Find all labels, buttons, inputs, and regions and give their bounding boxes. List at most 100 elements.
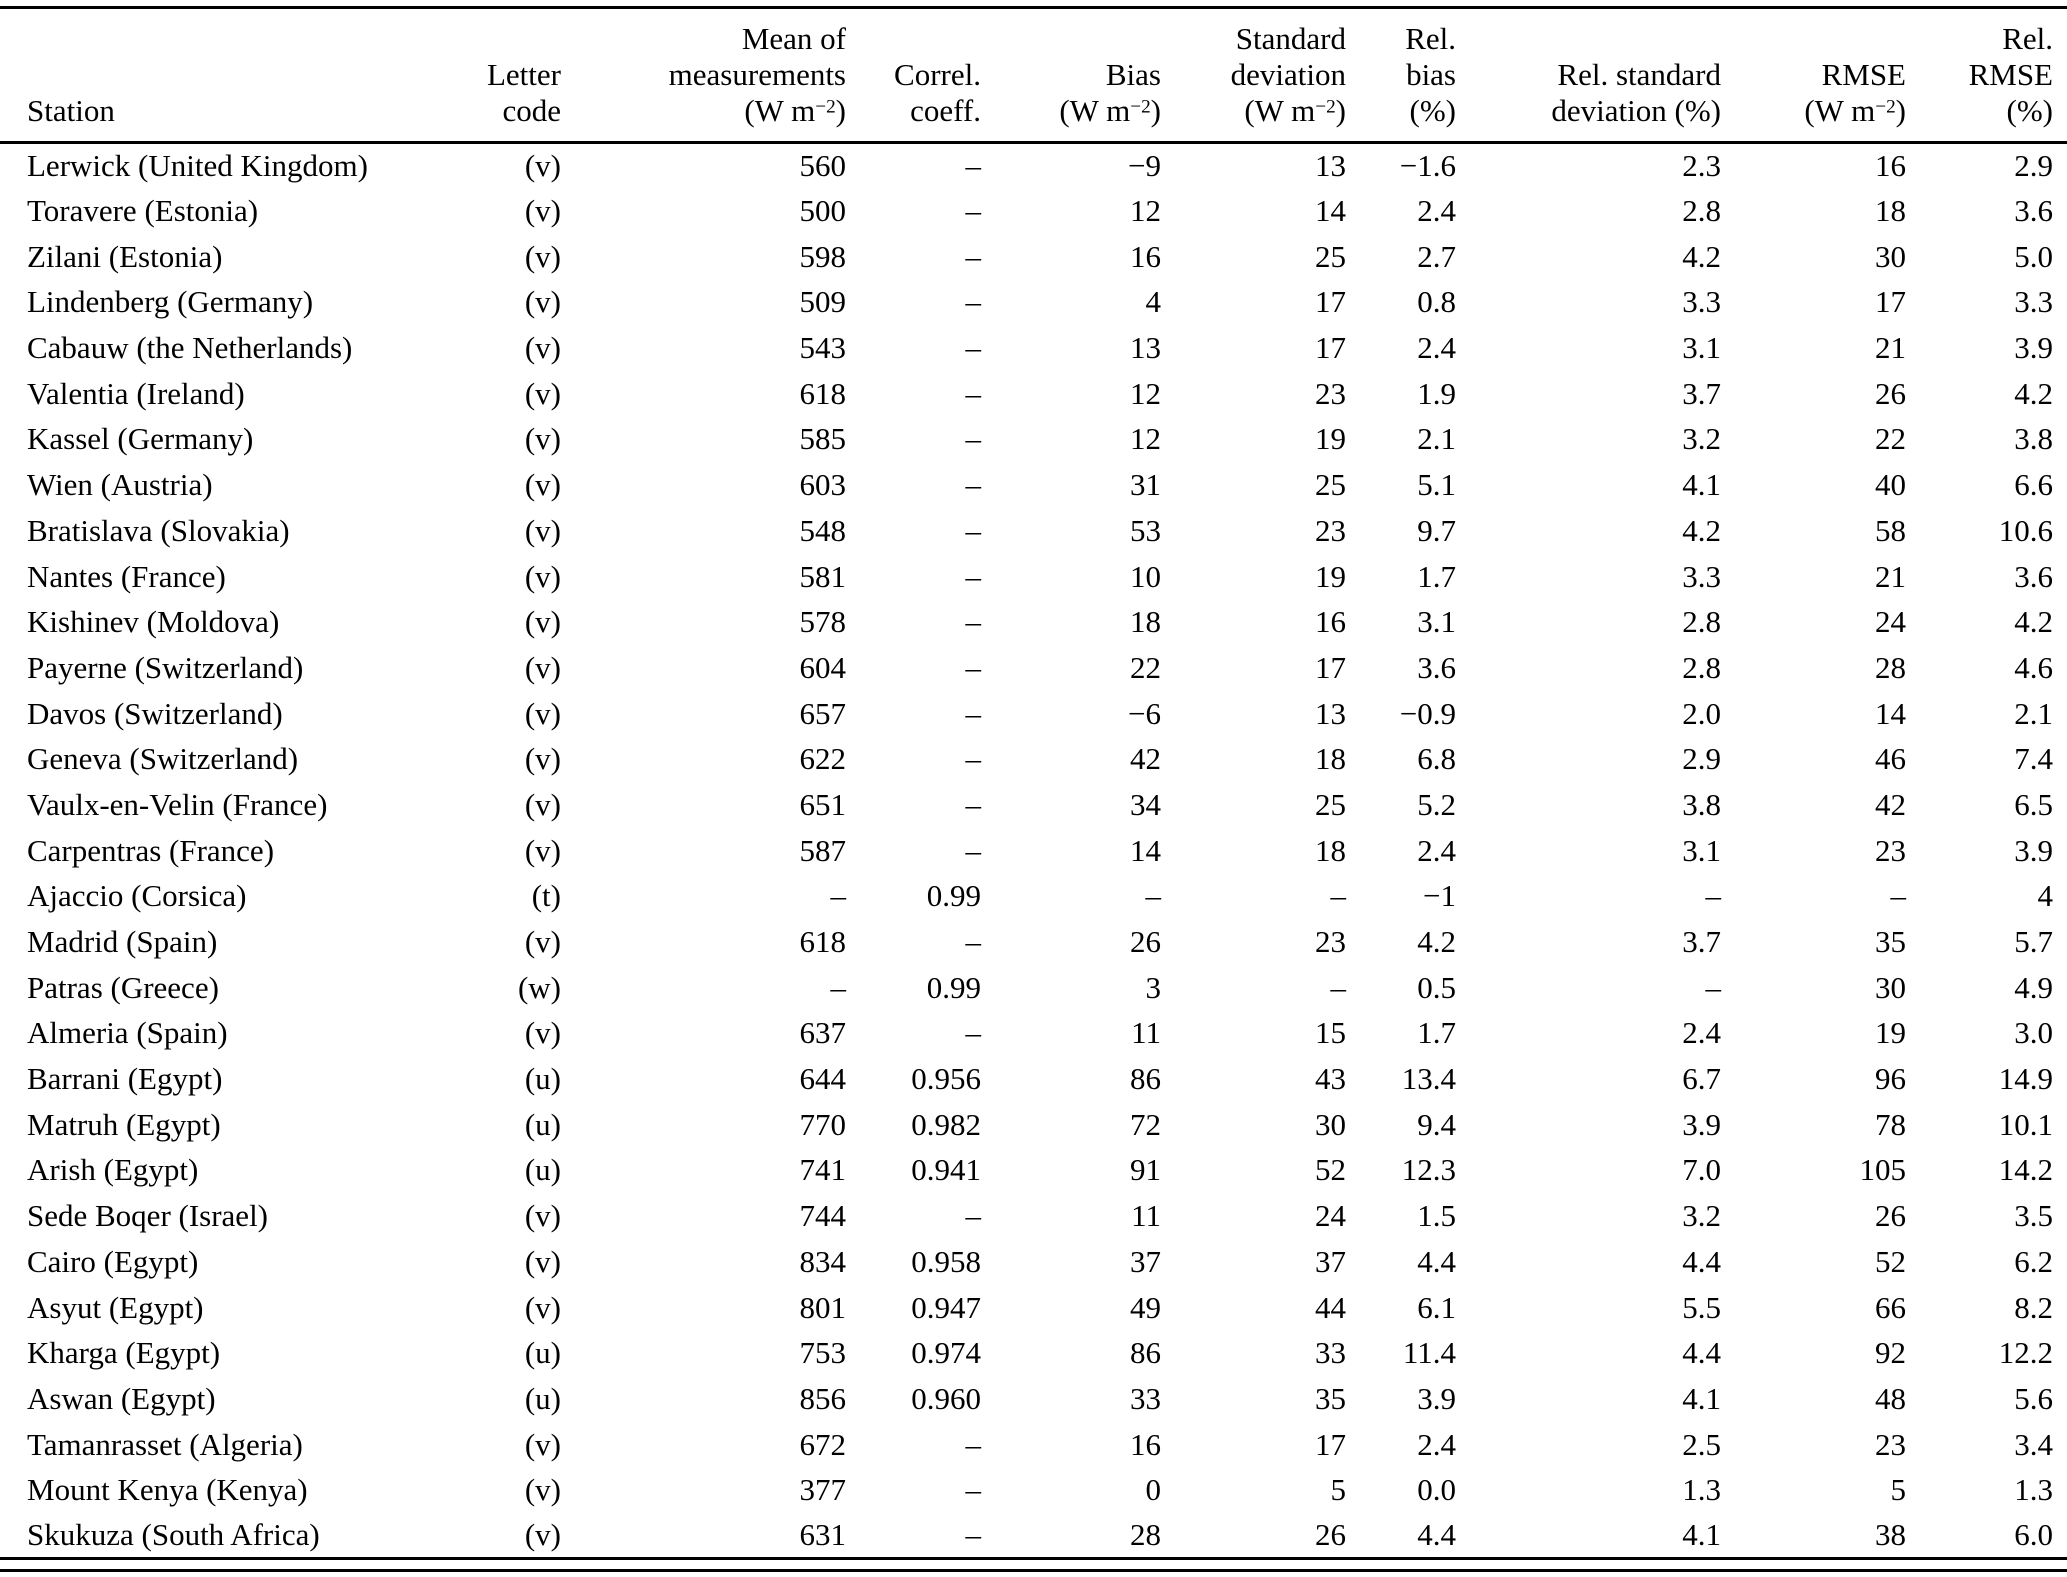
cell-rel-standard-deviation: 4.2 bbox=[1682, 512, 1721, 548]
cell-letter-code: (u) bbox=[524, 1061, 561, 1097]
column-header-bias: Bias (W m−2) bbox=[995, 7, 1175, 144]
cell-bias: 26 bbox=[1130, 924, 1161, 960]
cell-mean-of-measurements: 622 bbox=[799, 741, 847, 777]
cell-rel-standard-deviation: 3.1 bbox=[1682, 832, 1721, 868]
column-header-line: (W m−2) bbox=[1059, 93, 1161, 128]
cell-letter-code: (v) bbox=[524, 695, 561, 731]
cell-rmse: 46 bbox=[1875, 741, 1906, 777]
cell-rel-bias: 2.4 bbox=[1417, 330, 1456, 366]
cell-bias: 14 bbox=[1130, 832, 1161, 868]
cell-rel-bias: 1.9 bbox=[1417, 375, 1456, 411]
cell-rel-standard-deviation: 6.7 bbox=[1682, 1061, 1721, 1097]
cell-letter-code: (v) bbox=[524, 1426, 561, 1462]
column-header-line: code bbox=[502, 93, 561, 128]
cell-station: Ajaccio (Corsica) bbox=[27, 878, 247, 914]
cell-rmse: 17 bbox=[1875, 284, 1906, 320]
column-header-line: deviation bbox=[1230, 57, 1346, 92]
cell-standard-deviation: – bbox=[1330, 878, 1347, 914]
cell-station: Kassel (Germany) bbox=[27, 421, 254, 457]
cell-standard-deviation: 35 bbox=[1315, 1380, 1346, 1416]
column-header-line: bias bbox=[1406, 57, 1456, 92]
cell-station: Vaulx-en-Velin (France) bbox=[27, 786, 328, 822]
cell-correl-coeff: – bbox=[965, 1198, 982, 1234]
cell-correl-coeff: 0.960 bbox=[911, 1380, 981, 1416]
cell-bias: 42 bbox=[1130, 741, 1161, 777]
cell-rel-standard-deviation: 3.9 bbox=[1682, 1106, 1721, 1142]
cell-rmse: 24 bbox=[1875, 604, 1906, 640]
cell-rel-bias: 13.4 bbox=[1401, 1061, 1456, 1097]
cell-rel-rmse: 5.0 bbox=[2014, 238, 2053, 274]
cell-mean-of-measurements: 631 bbox=[799, 1517, 847, 1553]
cell-mean-of-measurements: 744 bbox=[799, 1198, 847, 1234]
cell-correl-coeff: – bbox=[965, 604, 982, 640]
cell-rmse: 18 bbox=[1875, 193, 1906, 229]
cell-rel-bias: 5.1 bbox=[1417, 467, 1456, 503]
table-row: Bratislava (Slovakia) (v) 548 – 53 23 9.7 4.2 58… bbox=[0, 508, 2067, 554]
cell-standard-deviation: 23 bbox=[1315, 375, 1346, 411]
cell-rel-bias: 2.1 bbox=[1417, 421, 1456, 457]
cell-bias: 13 bbox=[1130, 330, 1161, 366]
cell-rel-standard-deviation: 2.0 bbox=[1682, 695, 1721, 731]
cell-standard-deviation: 5 bbox=[1330, 1472, 1347, 1508]
column-header-rmse: RMSE (W m−2) bbox=[1735, 7, 1920, 144]
cell-rmse: 21 bbox=[1875, 558, 1906, 594]
cell-standard-deviation: 17 bbox=[1315, 284, 1346, 320]
cell-rel-standard-deviation: 3.3 bbox=[1682, 284, 1721, 320]
cell-rel-bias: −1 bbox=[1423, 878, 1456, 914]
cell-letter-code: (v) bbox=[524, 924, 561, 960]
cell-station: Arish (Egypt) bbox=[27, 1152, 199, 1188]
cell-standard-deviation: 26 bbox=[1315, 1517, 1346, 1553]
cell-bias: 12 bbox=[1130, 375, 1161, 411]
table-row: Geneva (Switzerland) (v) 622 – 42 18 6.8 2.9 46 7… bbox=[0, 736, 2067, 782]
cell-rel-standard-deviation: – bbox=[1705, 878, 1722, 914]
table-row: Ajaccio (Corsica) (t) – 0.99 – – −1 – – 4 bbox=[0, 874, 2067, 920]
cell-rmse: 5 bbox=[1890, 1472, 1907, 1508]
cell-standard-deviation: 19 bbox=[1315, 558, 1346, 594]
cell-rel-rmse: 3.4 bbox=[2014, 1426, 2053, 1462]
cell-station: Mount Kenya (Kenya) bbox=[27, 1472, 308, 1508]
cell-bias: 3 bbox=[1145, 969, 1162, 1005]
cell-station: Sede Boqer (Israel) bbox=[27, 1198, 269, 1234]
cell-station: Almeria (Spain) bbox=[27, 1015, 228, 1051]
table-row: Davos (Switzerland) (v) 657 – −6 13 −0.9 2.0 14 2… bbox=[0, 691, 2067, 737]
column-header-mean-of-measurements: Mean of measurements (W m−2) bbox=[575, 7, 860, 144]
cell-rel-standard-deviation: 3.7 bbox=[1682, 924, 1721, 960]
cell-rel-rmse: 2.1 bbox=[2014, 695, 2053, 731]
cell-rel-standard-deviation: 2.4 bbox=[1682, 1015, 1721, 1051]
cell-letter-code: (v) bbox=[524, 649, 561, 685]
column-header-line: Rel. standard bbox=[1557, 57, 1721, 92]
table-row: Patras (Greece) (w) – 0.99 3 – 0.5 – 30 4.9 bbox=[0, 965, 2067, 1011]
cell-rmse: 22 bbox=[1875, 421, 1906, 457]
cell-mean-of-measurements: 500 bbox=[799, 193, 847, 229]
cell-letter-code: (v) bbox=[524, 786, 561, 822]
cell-rel-rmse: 6.5 bbox=[2014, 786, 2053, 822]
table-row: Madrid (Spain) (v) 618 – 26 23 4.2 3.7 35 5.7 bbox=[0, 919, 2067, 965]
cell-bias: – bbox=[1145, 878, 1162, 914]
cell-mean-of-measurements: 801 bbox=[799, 1289, 847, 1325]
cell-rel-bias: 9.4 bbox=[1417, 1106, 1456, 1142]
cell-station: Cairo (Egypt) bbox=[27, 1243, 199, 1279]
cell-station: Lerwick (United Kingdom) bbox=[27, 148, 368, 184]
cell-correl-coeff: – bbox=[965, 330, 982, 366]
cell-correl-coeff: – bbox=[965, 148, 982, 184]
cell-correl-coeff: – bbox=[965, 512, 982, 548]
cell-standard-deviation: 23 bbox=[1315, 512, 1346, 548]
cell-rmse: 21 bbox=[1875, 330, 1906, 366]
cell-bias: 22 bbox=[1130, 649, 1161, 685]
column-header-line: (W m−2) bbox=[744, 93, 846, 128]
cell-rel-standard-deviation: 4.4 bbox=[1682, 1335, 1721, 1371]
cell-standard-deviation: 44 bbox=[1315, 1289, 1346, 1325]
cell-rel-rmse: 12.2 bbox=[1998, 1335, 2053, 1371]
table-row: Toravere (Estonia) (v) 500 – 12 14 2.4 2.8 18 3.6 bbox=[0, 188, 2067, 234]
cell-correl-coeff: – bbox=[965, 786, 982, 822]
column-header-line: Standard bbox=[1235, 21, 1346, 56]
cell-rel-bias: 2.4 bbox=[1417, 1426, 1456, 1462]
cell-letter-code: (v) bbox=[524, 512, 561, 548]
table-row: Cairo (Egypt) (v) 834 0.958 37 37 4.4 4.4 52 6.2 bbox=[0, 1239, 2067, 1285]
column-header-line: measurements bbox=[668, 57, 846, 92]
cell-standard-deviation: 13 bbox=[1315, 695, 1346, 731]
cell-standard-deviation: 33 bbox=[1315, 1335, 1346, 1371]
cell-rel-standard-deviation: 3.7 bbox=[1682, 375, 1721, 411]
cell-letter-code: (v) bbox=[524, 832, 561, 868]
cell-standard-deviation: 16 bbox=[1315, 604, 1346, 640]
